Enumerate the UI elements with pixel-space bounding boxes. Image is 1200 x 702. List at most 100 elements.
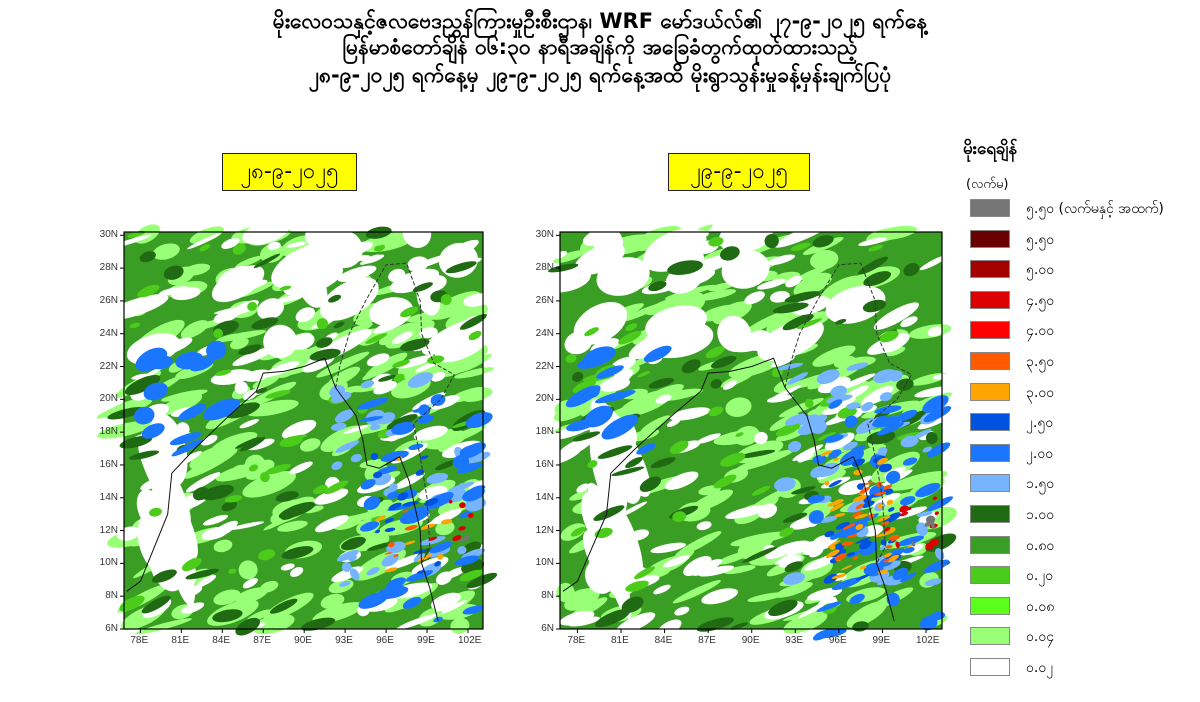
rain-cell	[852, 495, 868, 503]
rain-cell	[278, 501, 316, 519]
rain-cell	[466, 572, 498, 589]
rain-cell	[324, 480, 349, 495]
rain-cell	[708, 282, 735, 292]
rain-cell	[312, 484, 328, 495]
rain-cell	[888, 370, 903, 382]
lat-tick-label: 30N	[99, 229, 118, 241]
rain-cell	[767, 254, 796, 266]
legend-label: ၂.၅၀	[1026, 415, 1054, 432]
rain-cell	[855, 503, 864, 510]
rain-cell	[634, 566, 655, 580]
rain-cell	[413, 425, 448, 441]
rain-cell	[720, 246, 740, 261]
rain-cell	[782, 313, 814, 331]
legend-label: ၄.၅၀	[1026, 292, 1055, 309]
rain-cell	[927, 326, 943, 337]
rain-cell	[389, 483, 398, 492]
rain-cell	[459, 344, 488, 365]
rain-cell	[877, 503, 884, 509]
legend-label: ၅.၅၀ (လက်မနှင့် အထက်)	[1026, 201, 1164, 217]
lon-tick-label: 87E	[698, 635, 716, 646]
rain-cell	[457, 546, 467, 555]
rain-cell	[336, 549, 359, 562]
rain-cell	[895, 541, 900, 549]
rain-cell	[911, 428, 932, 440]
rain-cell	[765, 547, 792, 559]
lon-tick-label: 90E	[741, 635, 760, 646]
rain-cell	[259, 472, 270, 483]
rain-cell	[392, 359, 410, 368]
rain-cell	[391, 421, 415, 435]
rain-cell	[574, 243, 625, 276]
rain-cell	[666, 418, 681, 428]
rain-cell	[650, 457, 676, 469]
rain-cell	[286, 241, 307, 248]
rain-cell	[884, 488, 894, 495]
rain-cell	[403, 510, 408, 513]
rain-cell	[238, 560, 258, 580]
rain-cell	[846, 552, 856, 557]
rain-cell	[365, 333, 388, 344]
rain-cell	[886, 512, 901, 522]
legend-swatch	[970, 658, 1010, 676]
rain-cell	[584, 385, 600, 399]
rain-cell	[289, 567, 304, 577]
rain-cell	[200, 434, 218, 446]
rain-cell	[625, 323, 638, 332]
lat-tick-label: 12N	[99, 524, 118, 536]
rain-cell	[213, 589, 241, 606]
rain-cell	[883, 558, 890, 563]
rain-cell	[766, 309, 803, 333]
rain-cell	[900, 496, 916, 506]
rain-cell	[558, 437, 593, 457]
rain-cell	[185, 472, 221, 493]
rain-cell	[897, 535, 925, 547]
rain-cell	[783, 611, 828, 634]
rain-cell	[807, 587, 843, 601]
rain-cell	[572, 371, 584, 382]
rain-cell	[252, 374, 280, 389]
rain-cell	[384, 567, 398, 573]
lat-tick-label: 10N	[99, 557, 118, 569]
rain-cell	[766, 394, 794, 403]
rain-cell	[343, 424, 368, 434]
lat-tick-label: 28N	[535, 262, 554, 274]
rain-cell	[925, 515, 936, 524]
rain-cell	[242, 389, 258, 401]
rain-cell	[572, 379, 597, 394]
rain-cell	[465, 412, 493, 429]
rain-cell	[892, 567, 909, 581]
rain-cell	[648, 281, 667, 292]
rain-cell	[576, 483, 590, 493]
rain-cell	[178, 403, 207, 421]
legend-swatch	[970, 229, 1010, 248]
rain-cell	[387, 491, 400, 500]
rain-cell	[333, 321, 345, 329]
legend-swatch	[970, 382, 1010, 401]
rain-cell	[226, 402, 260, 419]
rain-cell	[341, 562, 352, 572]
rain-cell	[443, 425, 486, 445]
rain-cell	[572, 431, 601, 442]
rain-cell	[258, 549, 276, 561]
rain-cell	[730, 531, 790, 547]
rain-cell	[387, 542, 395, 548]
rain-cell	[883, 484, 893, 490]
rain-cell	[316, 337, 333, 348]
rain-cell	[370, 452, 379, 461]
rain-cell	[127, 230, 146, 238]
rain-cell	[824, 530, 835, 538]
rain-cell	[840, 564, 853, 571]
lat-tick-label: 10N	[535, 557, 554, 569]
rain-cell	[213, 539, 233, 553]
rain-cell	[817, 431, 836, 441]
lat-tick-label: 28N	[99, 262, 118, 274]
rain-cell	[365, 352, 408, 378]
rain-cell	[784, 413, 807, 426]
rain-cell	[846, 362, 869, 371]
rain-cell	[228, 568, 237, 574]
rain-cell	[852, 556, 859, 560]
rain-cell	[269, 598, 298, 614]
rain-cell	[922, 446, 933, 453]
rain-cell	[128, 450, 160, 460]
